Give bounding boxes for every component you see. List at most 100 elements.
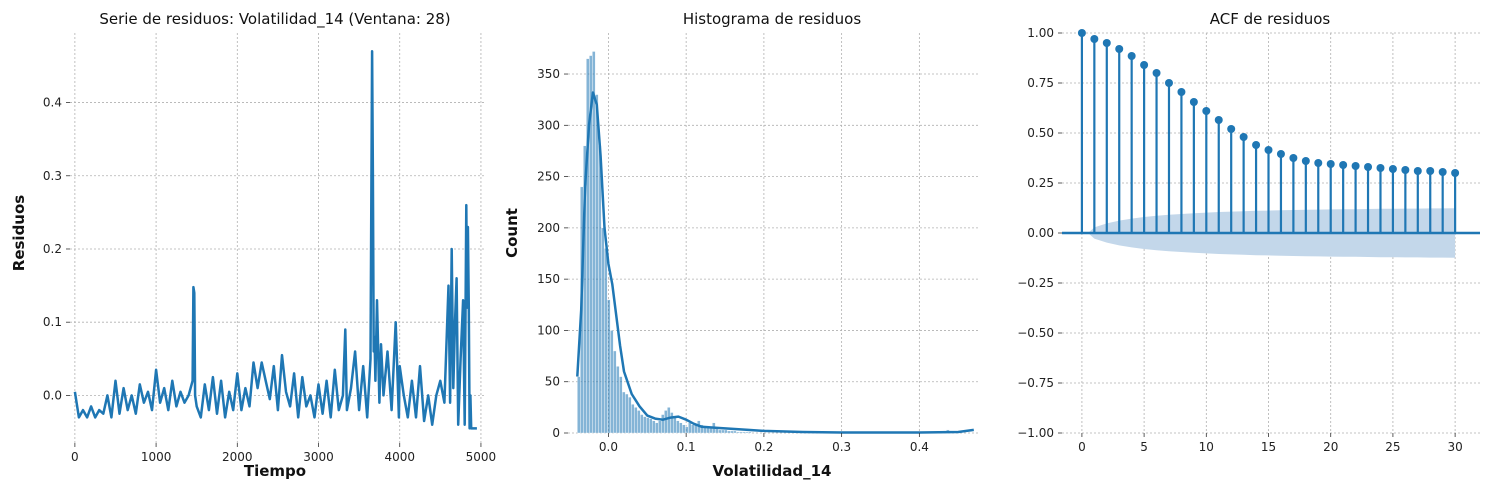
- histogram-bar: [670, 412, 674, 434]
- histogram-bars: [577, 51, 950, 434]
- histogram-bar: [736, 431, 740, 434]
- x-tick-label: 1000: [141, 450, 172, 464]
- histogram-bar: [715, 428, 719, 434]
- x-tick-label: 5000: [466, 450, 497, 464]
- histogram-bar: [604, 248, 608, 434]
- x-tick-label: 0: [71, 450, 79, 464]
- histogram-bar: [649, 418, 653, 434]
- acf-marker: [1426, 167, 1435, 175]
- acf-marker: [1140, 61, 1149, 69]
- acf-marker: [1376, 164, 1385, 172]
- acf-ticks: 0 5 10 15 20 25 30 −1.00 −0.75 −0.50 −0.25 0.00 0.25…: [1017, 26, 1463, 454]
- histogram-xlabel: Volatilidad_14: [713, 462, 832, 480]
- histogram-bar: [673, 417, 677, 434]
- histogram-bar: [640, 414, 644, 434]
- residual-series-ticks: 0 1000 2000 3000 4000 5000 0.0 0.1 0.2 0.3 0.4: [43, 96, 496, 464]
- acf-marker: [1401, 166, 1410, 174]
- x-tick-label: 0.2: [754, 440, 773, 454]
- histogram-bar: [688, 422, 692, 434]
- histogram-bar: [721, 429, 725, 434]
- histogram-bar: [643, 416, 647, 434]
- acf-marker: [1314, 159, 1323, 167]
- histogram-bar: [598, 145, 602, 434]
- acf-marker: [1276, 150, 1285, 158]
- histogram-bar: [610, 330, 614, 434]
- acf-marker: [1164, 79, 1173, 87]
- y-tick-label: −0.75: [1017, 376, 1054, 390]
- acf-marker: [1451, 169, 1460, 177]
- histogram-ylabel: Count: [503, 208, 521, 258]
- acf-marker: [1152, 69, 1161, 77]
- histogram-bar: [718, 429, 722, 434]
- y-tick-label: 100: [537, 323, 560, 337]
- y-tick-label: −0.50: [1017, 326, 1054, 340]
- acf-marker: [1388, 165, 1397, 173]
- residual-series-line: [73, 50, 477, 430]
- y-tick-label: 0.2: [43, 242, 62, 256]
- x-tick-label: 2000: [222, 450, 253, 464]
- x-tick-label: 15: [1261, 440, 1276, 454]
- acf-marker: [1339, 161, 1348, 169]
- histogram-bar: [625, 393, 629, 434]
- histogram-bar: [691, 424, 695, 434]
- histogram-bar: [727, 430, 731, 434]
- x-tick-label: 30: [1447, 440, 1462, 454]
- y-tick-label: 250: [537, 170, 560, 184]
- histogram-title: Histograma de residuos: [683, 10, 862, 28]
- acf-stems: [1077, 29, 1460, 233]
- histogram-bar: [742, 431, 746, 434]
- y-tick-label: 150: [537, 272, 560, 286]
- histogram-bar: [667, 407, 671, 434]
- histogram-bar: [730, 430, 734, 434]
- histogram-bar: [661, 414, 665, 434]
- acf-marker: [1438, 168, 1447, 176]
- acf-marker: [1127, 52, 1136, 60]
- y-tick-label: 0.1: [43, 315, 62, 329]
- histogram-bar: [658, 420, 662, 434]
- residual-series-title: Serie de residuos: Volatilidad_14 (Venta…: [99, 10, 450, 29]
- acf-marker: [1090, 35, 1099, 43]
- histogram-bar: [652, 420, 656, 434]
- histogram-bar: [613, 350, 617, 434]
- acf-panel: 0 5 10 15 20 25 30 −1.00 −0.75 −0.50 −0.25 0.00 0.25…: [1017, 10, 1480, 454]
- histogram-bar: [664, 410, 668, 434]
- acf-marker: [1239, 133, 1248, 141]
- x-tick-label: 3000: [303, 450, 334, 464]
- x-tick-label: 0.0: [599, 440, 618, 454]
- histogram-kde-line: [576, 91, 974, 434]
- histogram-bar: [724, 429, 728, 434]
- histogram-bar: [745, 431, 749, 434]
- x-tick-label: 0.1: [677, 440, 696, 454]
- residual-series-panel: 0 1000 2000 3000 4000 5000 0.0 0.1 0.2 0.3 0.4 Ser…: [10, 10, 496, 480]
- acf-marker: [1326, 160, 1335, 168]
- histogram-bar: [682, 424, 686, 434]
- histogram-bar: [622, 391, 626, 434]
- y-tick-label: 0.3: [43, 169, 62, 183]
- acf-title: ACF de residuos: [1210, 10, 1331, 28]
- acf-marker: [1289, 154, 1298, 162]
- histogram-ticks: 0.0 0.1 0.2 0.3 0.4 0 50 100 150 200 250 300 350: [537, 67, 929, 454]
- y-tick-label: 50: [545, 375, 560, 389]
- y-tick-label: 0.0: [43, 388, 62, 402]
- residual-series-grid: [70, 33, 485, 443]
- x-tick-label: 25: [1385, 440, 1400, 454]
- acf-marker: [1177, 88, 1186, 96]
- residual-series-ylabel: Residuos: [10, 195, 28, 272]
- histogram-bar: [616, 366, 620, 434]
- histogram-bar: [706, 427, 710, 434]
- acf-marker: [1189, 98, 1198, 106]
- histogram-bar: [619, 376, 623, 434]
- histogram-bar: [586, 58, 590, 434]
- y-tick-label: −1.00: [1017, 426, 1054, 440]
- histogram-bar: [592, 51, 596, 434]
- acf-marker: [1077, 29, 1086, 37]
- acf-marker: [1413, 167, 1422, 175]
- histogram-bar: [655, 422, 659, 434]
- histogram-bar: [679, 422, 683, 434]
- acf-marker: [1214, 116, 1223, 124]
- histogram-bar: [634, 407, 638, 434]
- acf-marker: [1115, 45, 1124, 53]
- x-tick-label: 5: [1140, 440, 1148, 454]
- y-tick-label: 300: [537, 118, 560, 132]
- y-tick-label: 0.4: [43, 96, 62, 110]
